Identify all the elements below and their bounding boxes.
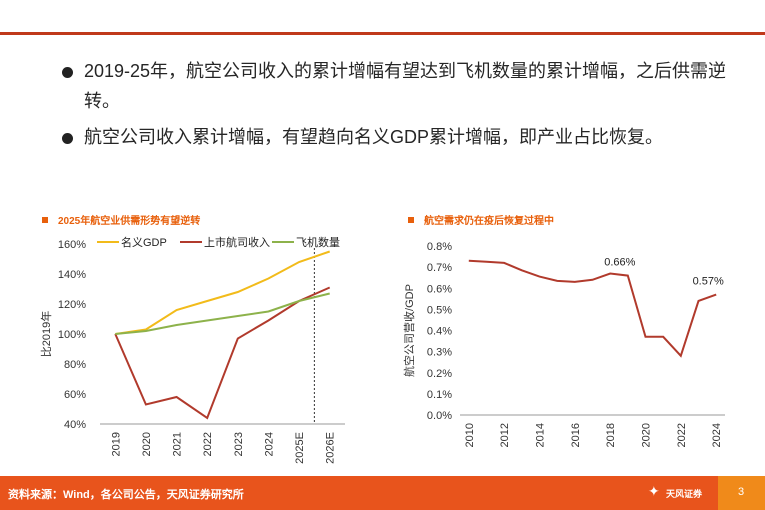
legend-label: 飞机数量 [296,235,340,249]
legend-label: 上市航司收入 [204,235,270,249]
y-tick-label: 120% [58,299,86,311]
y-axis-label: 比2019年 [39,311,53,357]
supply-demand-chart: 40% 60% 80% 100% 120% 140% 160% 2019 2020 2021 202… [39,235,345,464]
x-tick-label: 2022 [202,432,214,456]
page-number: 3 [738,486,745,498]
bullet-item: 2019-25年，航空公司收入的累计增幅有望达到飞机数量的累计增幅，之后供需逆转… [62,56,742,116]
y-tick-label: 60% [64,389,86,401]
y-tick-label: 160% [58,239,86,251]
star-logo-icon: ✦ [648,483,660,499]
x-tick-label: 2020 [141,432,153,456]
page-number-block [718,476,765,510]
series-line [115,250,331,335]
x-tick-label: 2012 [499,423,511,447]
x-tick-label: 2016 [570,423,582,447]
bullet-text: 2019-25年，航空公司收入的累计增幅有望达到飞机数量的累计增幅，之后供需逆转… [84,61,727,111]
y-tick-label: 0.0% [427,410,452,422]
x-tick-label: 2018 [605,423,617,447]
data-label: 0.57% [693,276,724,288]
bullet-text: 航空公司收入累计增幅，有望趋向名义GDP累计增幅，即产业占比恢复。 [84,127,664,147]
y-tick-label: 0.5% [427,304,452,316]
x-tick-label: 2019 [110,432,122,456]
series-line [115,292,330,335]
y-axis-label: 航空公司营收/GDP [402,284,416,377]
x-tick-label: 2023 [233,432,245,456]
title-square-icon [408,217,414,223]
x-tick-label: 2014 [535,423,547,447]
y-tick-label: 0.2% [427,368,452,380]
x-tick-label: 2010 [464,423,476,447]
footer-bar: 资料来源：Wind，各公司公告，天风证券研究所 ✦ 天风证券 3 [0,476,765,510]
y-tick-label: 0.8% [427,241,452,253]
x-tick-label: 2024 [711,423,723,447]
y-tick-label: 100% [58,329,86,341]
bullet-dot-icon [62,67,73,78]
chart2-title: 航空需求仍在疫后恢复过程中 [408,212,554,227]
x-tick-label: 2025E [294,432,306,464]
y-tick-label: 0.1% [427,389,452,401]
header-rule [0,32,765,35]
y-tick-label: 0.3% [427,347,452,359]
bullet-list: 2019-25年，航空公司收入的累计增幅有望达到飞机数量的累计增幅，之后供需逆转… [62,56,742,158]
x-tick-label: 2022 [676,423,688,447]
y-tick-label: 40% [64,419,86,431]
chart1-title: 2025年航空业供需形势有望逆转 [42,212,200,227]
legend-label: 名义GDP [121,235,167,249]
y-tick-label: 140% [58,269,86,281]
series-line [468,259,717,358]
source-note: 资料来源：Wind，各公司公告，天风证券研究所 [8,489,244,501]
data-label: 0.66% [604,257,635,269]
demand-recovery-chart: 0.0% 0.1% 0.2% 0.3% 0.4% 0.5% 0.6% 0.7% 0.8% 2010… [402,241,725,447]
y-tick-label: 0.7% [427,262,452,274]
y-tick-label: 0.4% [427,326,452,338]
x-tick-label: 2026E [325,432,337,464]
bullet-dot-icon [62,133,73,144]
series-line [114,286,331,420]
x-tick-label: 2024 [263,432,275,456]
x-tick-label: 2020 [641,423,653,447]
y-tick-label: 80% [64,359,86,371]
x-tick-label: 2021 [172,432,184,456]
y-tick-label: 0.6% [427,283,452,295]
title-square-icon [42,217,48,223]
bullet-item: 航空公司收入累计增幅，有望趋向名义GDP累计增幅，即产业占比恢复。 [62,122,742,152]
company-logo: ✦ 天风证券 [648,483,703,499]
